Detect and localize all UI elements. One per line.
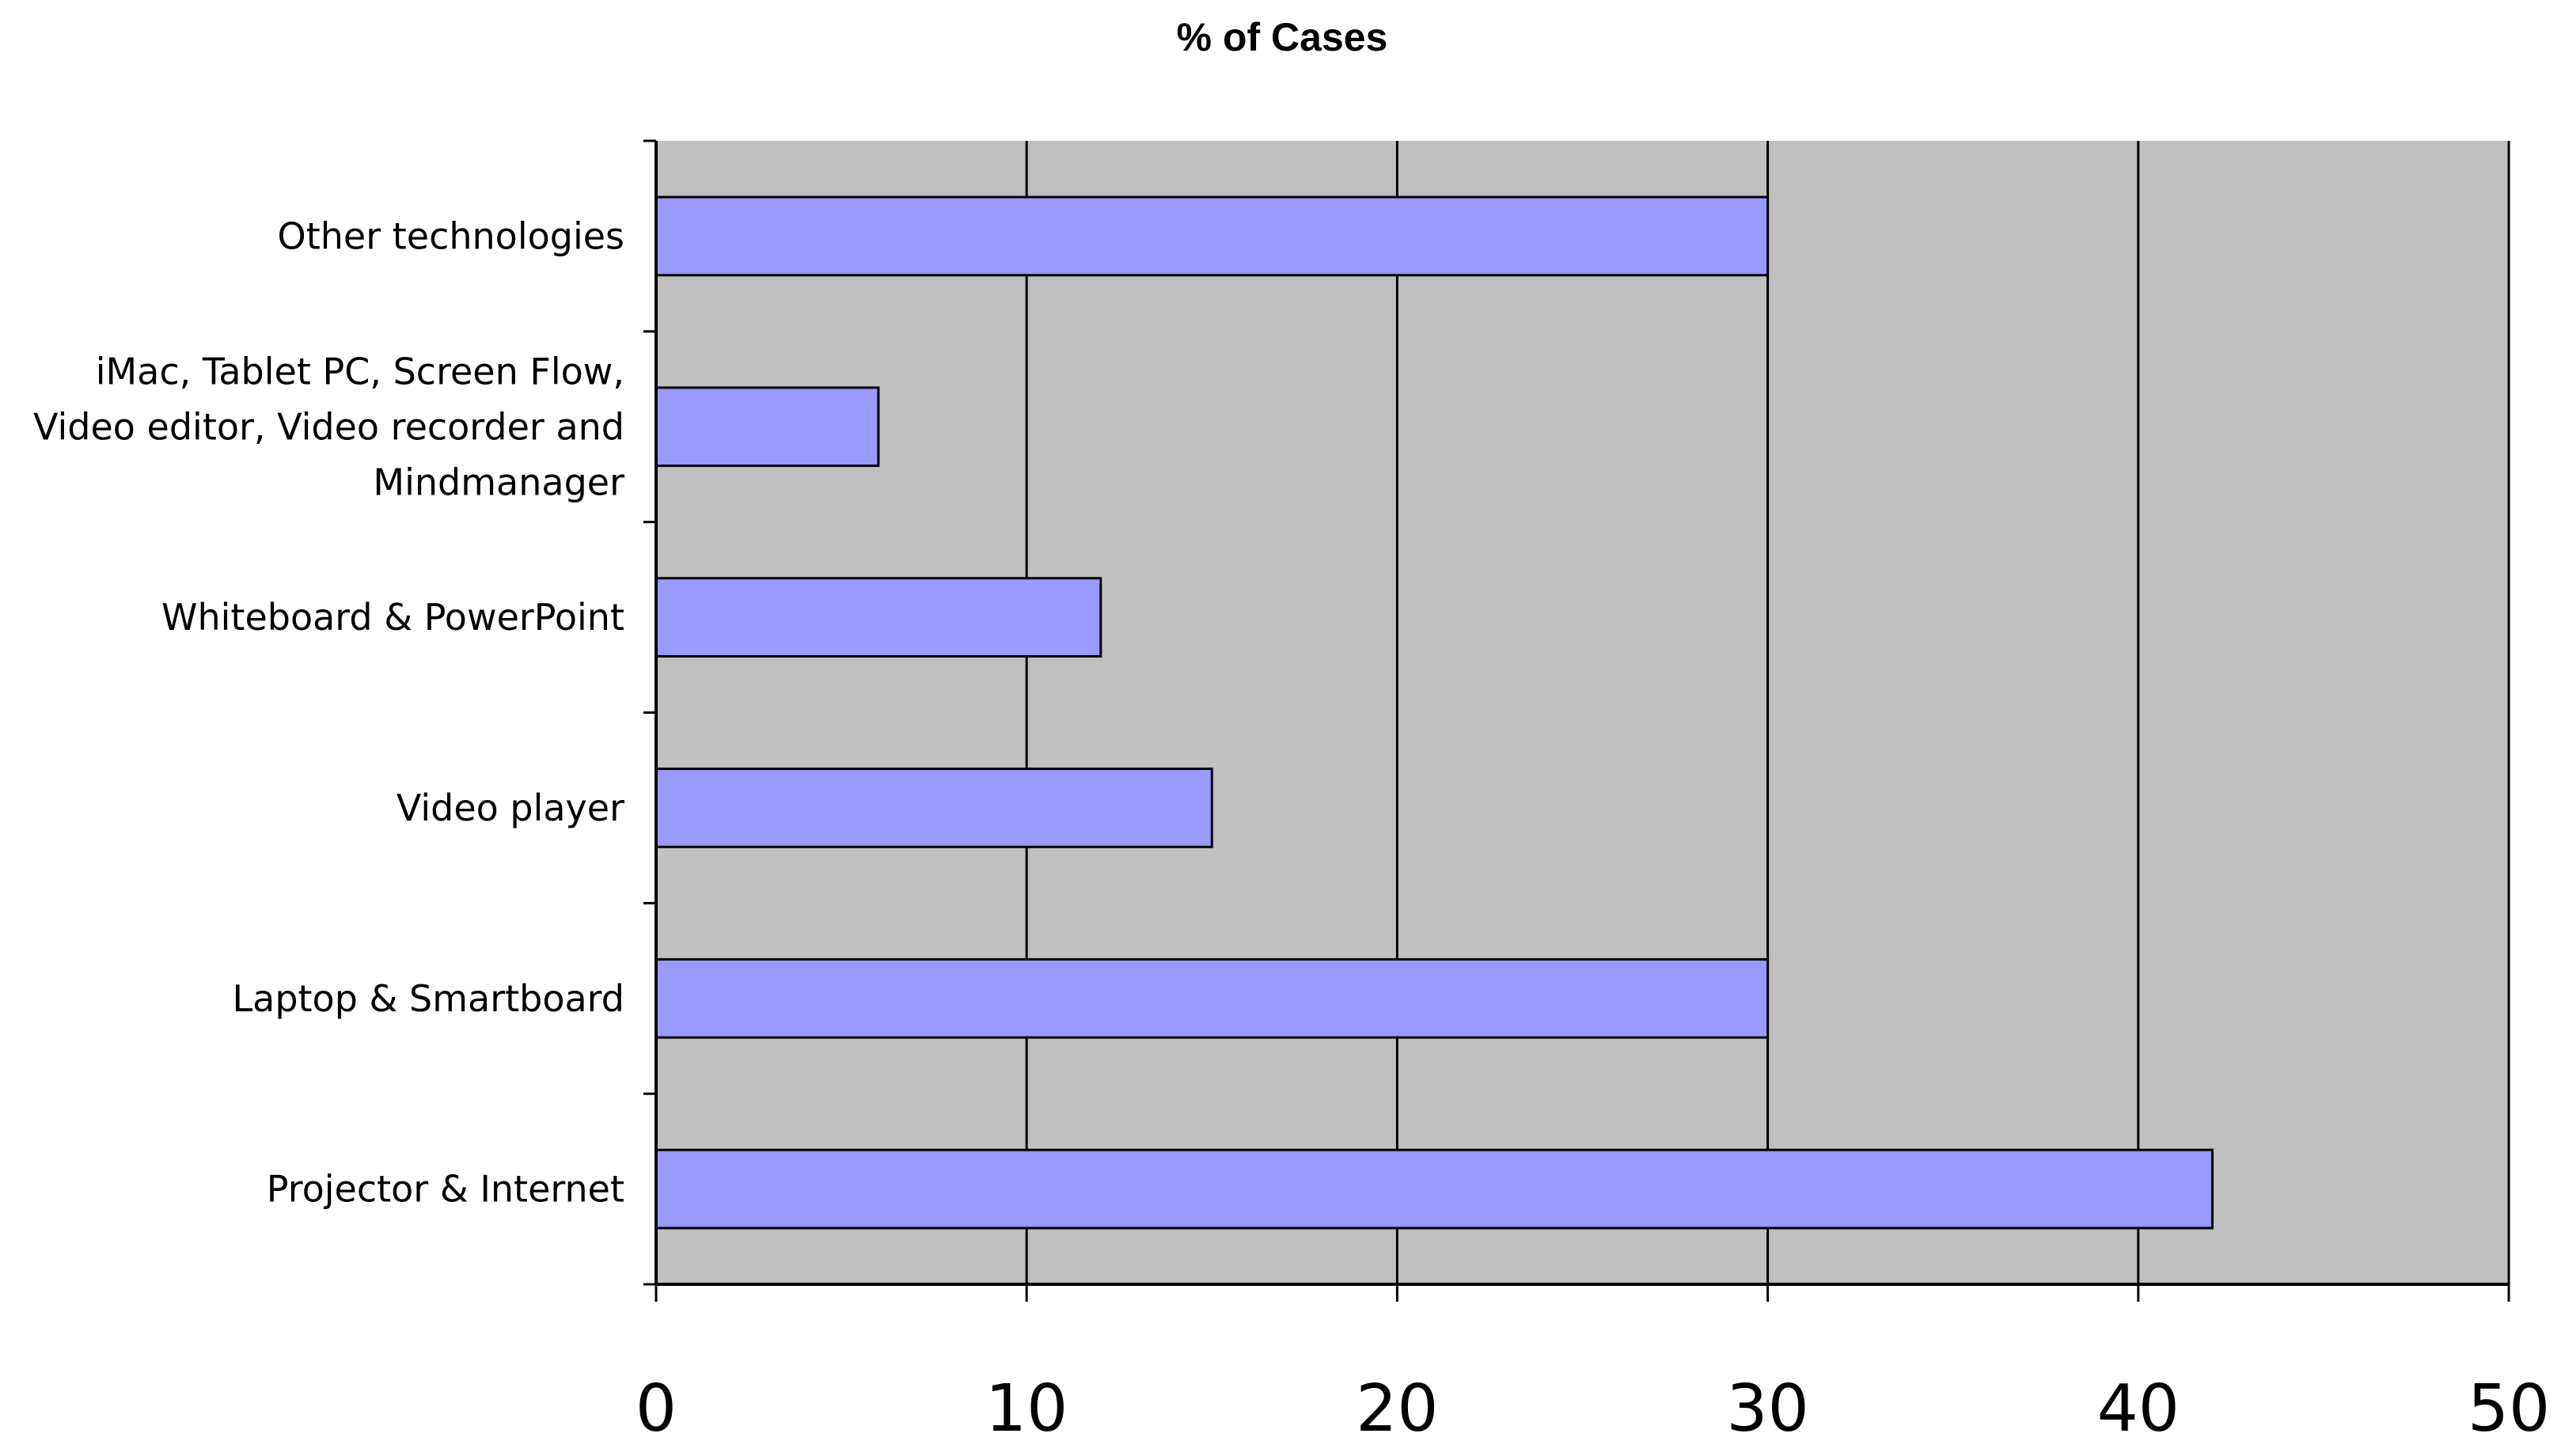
x-tick-labels: 0 10 20 30 40 50 <box>636 1371 2550 1447</box>
x-tick-label: 10 <box>985 1371 1068 1447</box>
category-label: Other technologies <box>278 214 624 257</box>
bar <box>655 768 1213 848</box>
plot-area <box>656 141 2509 1284</box>
category-label: Video player <box>397 787 624 829</box>
bar <box>655 195 1770 277</box>
bar <box>655 386 880 468</box>
category-label: Laptop & Smartboard <box>233 977 625 1020</box>
category-label: Whiteboard & PowerPoint <box>161 596 624 639</box>
gridlines <box>1025 141 2510 1284</box>
x-tick-label: 50 <box>2468 1371 2550 1447</box>
chart-title: % of Cases <box>1177 15 1388 59</box>
x-tick-label: 20 <box>1356 1371 1438 1447</box>
x-tick-label: 30 <box>1726 1371 1808 1447</box>
category-labels: Projector & Internet Laptop & Smartboard V… <box>33 214 624 1210</box>
bar <box>655 577 1102 658</box>
category-label: iMac, Tablet PC, Screen Flow, Video edito… <box>33 350 624 503</box>
axes <box>643 139 2510 1302</box>
x-tick-label: 40 <box>2097 1371 2180 1447</box>
bar <box>655 957 1770 1039</box>
category-label: Projector & Internet <box>267 1168 624 1211</box>
x-tick-label: 0 <box>636 1371 677 1447</box>
bar <box>655 1148 2214 1230</box>
